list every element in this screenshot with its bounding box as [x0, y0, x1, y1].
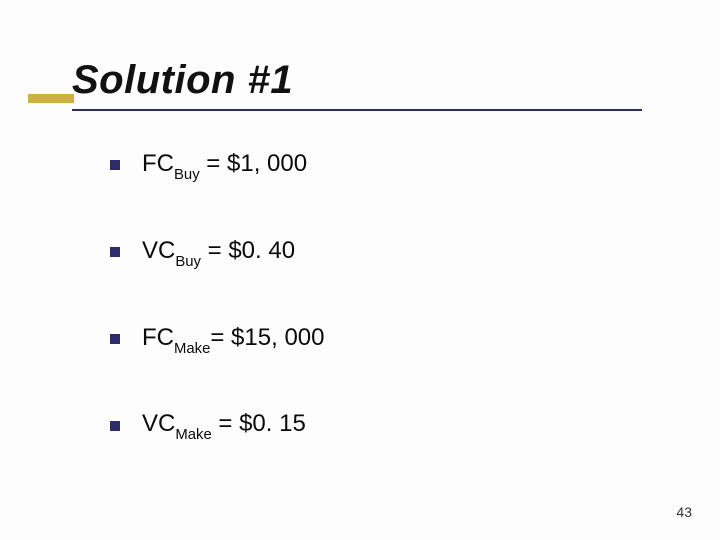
bullet-square-icon [110, 160, 120, 170]
var-subscript: Make [175, 427, 211, 443]
var-name: VC [142, 410, 175, 437]
slide: Solution #1 FCBuy = $1, 000 VCBuy = $0. … [0, 0, 720, 540]
var-name: FC [142, 150, 174, 177]
bullet-item: VCBuy = $0. 40 [110, 237, 630, 268]
var-name: VC [142, 237, 175, 264]
slide-title: Solution #1 [72, 58, 293, 103]
var-name: FC [142, 324, 174, 351]
var-subscript: Buy [175, 254, 201, 270]
bullet-text: FCBuy = $1, 000 [142, 150, 307, 181]
bullet-item: FCBuy = $1, 000 [110, 150, 630, 181]
accent-bar [28, 94, 74, 103]
bullet-text: VCBuy = $0. 40 [142, 237, 295, 268]
var-rhs: = $0. 15 [212, 410, 306, 437]
var-subscript: Make [174, 341, 210, 357]
page-number: 43 [676, 504, 692, 520]
var-rhs: = $1, 000 [200, 150, 307, 177]
var-rhs: = $0. 40 [201, 237, 295, 264]
bullet-text: VCMake = $0. 15 [142, 410, 306, 441]
bullet-square-icon [110, 421, 120, 431]
bullet-square-icon [110, 334, 120, 344]
var-subscript: Buy [174, 167, 200, 183]
bullet-square-icon [110, 247, 120, 257]
bullet-list: FCBuy = $1, 000 VCBuy = $0. 40 FCMake= $… [110, 150, 630, 497]
bullet-item: FCMake= $15, 000 [110, 324, 630, 355]
var-rhs: = $15, 000 [210, 324, 324, 351]
title-underline [72, 109, 642, 111]
bullet-item: VCMake = $0. 15 [110, 410, 630, 441]
bullet-text: FCMake= $15, 000 [142, 324, 324, 355]
